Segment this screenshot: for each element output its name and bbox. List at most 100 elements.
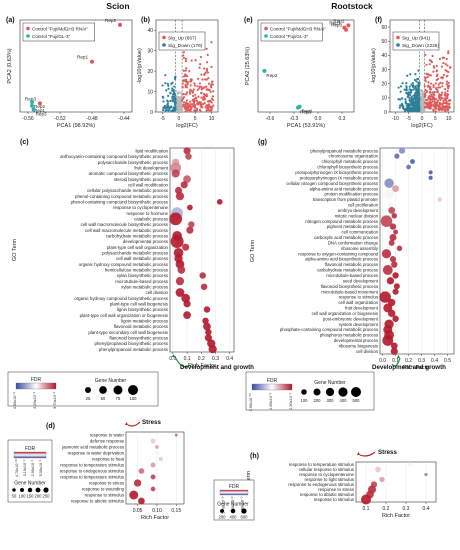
bubble-xtick-label-c: 0.1 [184, 356, 191, 362]
bubble-xlabel-d: Rich Factor [141, 515, 169, 521]
bubble-xtick-label-d: 0.10 [152, 508, 162, 514]
go-term-label-d: defense response [90, 439, 125, 444]
bubble-xtick-label-d: 0.05 [133, 508, 143, 514]
volcano-point-up-f [436, 104, 439, 107]
go-bubble-g [392, 272, 399, 279]
volcano-point-down-f [406, 74, 409, 77]
volcano-point-down-b [169, 91, 172, 94]
annotation-arrowhead-h [357, 452, 360, 455]
volcano-point-up-b [197, 103, 200, 106]
go-term-label-d: response to temperature stimulus [60, 475, 124, 480]
volcano-point-up-f [433, 106, 436, 109]
volcano-frame-b [155, 19, 219, 113]
go-term-label-c: fruit development [134, 165, 168, 170]
gene-size-marker-d [12, 488, 16, 492]
volcano-point-up-b [190, 59, 193, 62]
gene-size-marker-g [325, 387, 335, 397]
volcano-point-up-f [433, 94, 436, 97]
volcano-point-up-f [444, 110, 447, 113]
go-term-label-d: response to heat [92, 457, 125, 462]
bubble-frame-c [169, 147, 235, 353]
go-bubble-c [200, 283, 208, 291]
volcano-point-up-b [205, 67, 209, 71]
go-term-label-c: carbohydrate metabolic process [106, 233, 169, 238]
volcano-point-up-b [205, 47, 208, 50]
volcano-point-up-b [201, 78, 204, 81]
go-term-label-c: developmental process [123, 239, 169, 244]
volcano-point-down-f [412, 104, 415, 108]
volcano-point-up-b [189, 84, 192, 87]
volcano-point-down-f [399, 104, 402, 107]
volcano-xtick-label-f: 5 [434, 116, 437, 122]
volcano-point-down-b [174, 105, 177, 108]
volcano-point-up-b [189, 103, 192, 106]
volcano-point-down-f [405, 91, 408, 95]
go-bubble-c [175, 192, 185, 201]
go-bubble-g [384, 178, 394, 188]
volcano-point-up-b [207, 108, 210, 112]
go-bubble-g [379, 291, 391, 303]
volcano-point-up-f [446, 89, 449, 92]
go-term-label-g: phenylpropanoid metabolic process [310, 148, 378, 153]
volcano-point-up-f [423, 93, 426, 96]
volcano-ytick-label-f: 10 [381, 96, 387, 102]
go-term-label-c: flavonoid metabolic process [114, 324, 169, 329]
volcano-point-up-b [212, 90, 215, 93]
bubble-ylabel-c: GO Term [12, 238, 18, 261]
volcano-point-ns-b [180, 110, 183, 113]
volcano-point-down-b [167, 94, 170, 97]
bubble-xtick-label-h: 0.4 [423, 506, 430, 512]
volcano-point-up-b [210, 65, 213, 69]
gene-tick-g: 300 [327, 398, 335, 403]
volcano-point-up-b [196, 88, 199, 91]
volcano-point-up-b [205, 93, 208, 96]
volcano-point-down-f [417, 103, 421, 107]
volcano-point-up-f [445, 101, 448, 105]
volcano-point-down-b [167, 87, 170, 90]
go-term-label-c: organic hydroxy compound metabolic proce… [79, 262, 169, 267]
volcano-point-up-f [428, 90, 432, 93]
volcano-point-up-f [445, 105, 448, 108]
fdr-tick-h: 5.40x10⁻⁹ [222, 496, 226, 514]
go-bubble-d [150, 486, 156, 492]
volcano-point-down-b [174, 109, 177, 112]
volcano-point-up-f [442, 73, 446, 76]
pca-point-e [344, 27, 348, 32]
volcano-point-up-b [204, 106, 207, 109]
volcano-ytick-label-b: 10 [147, 89, 153, 95]
volcano-point-up-b [191, 94, 195, 98]
go-term-label-c: cell wall modification [128, 182, 169, 187]
go-term-label-c: plant-type cell wall organization [107, 245, 169, 250]
annotation-arrow-g [391, 357, 401, 367]
go-term-label-c: plant-type cell wall organization or bio… [80, 313, 169, 318]
go-term-label-g: phosphate-containing compound metabolic … [280, 327, 378, 332]
volcano-point-up-b [182, 56, 186, 60]
volcano-point-up-b [209, 105, 213, 108]
bubble-xtick-label-c: 0.0 [169, 356, 176, 362]
volcano-point-up-f [428, 63, 431, 66]
volcano-point-down-b [170, 110, 173, 113]
volcano-point-up-f [431, 54, 434, 58]
go-bubble-g [387, 202, 393, 208]
go-term-label-c: cellular polysaccharide metabolic proces… [87, 188, 169, 193]
volcano-point-up-f [442, 61, 445, 65]
volcano-point-down-f [412, 97, 415, 100]
volcano-point-up-b [199, 109, 202, 113]
volcano-point-up-b [184, 69, 187, 72]
pca-xtick-label-a: -0.56 [22, 116, 34, 122]
gene-title-g: Gene Number [314, 380, 346, 386]
volcano-point-up-f [426, 85, 429, 88]
volcano-point-up-b [182, 69, 185, 73]
volcano-point-down-b [162, 106, 165, 109]
go-term-label-h: response to stress [318, 487, 355, 492]
volcano-point-up-b [198, 63, 202, 66]
pca-ylabel-a: PCA2 (0.63%) [7, 48, 13, 83]
volcano-point-up-f [435, 69, 439, 72]
volcano-point-up-b [188, 104, 191, 108]
volcano-point-ns-f [420, 89, 423, 92]
volcano-point-up-b [185, 99, 189, 102]
go-bubble-g [388, 239, 395, 246]
volcano-point-up-b [211, 80, 214, 83]
volcano-point-up-b [195, 99, 198, 102]
volcano-point-up-b [191, 90, 194, 93]
